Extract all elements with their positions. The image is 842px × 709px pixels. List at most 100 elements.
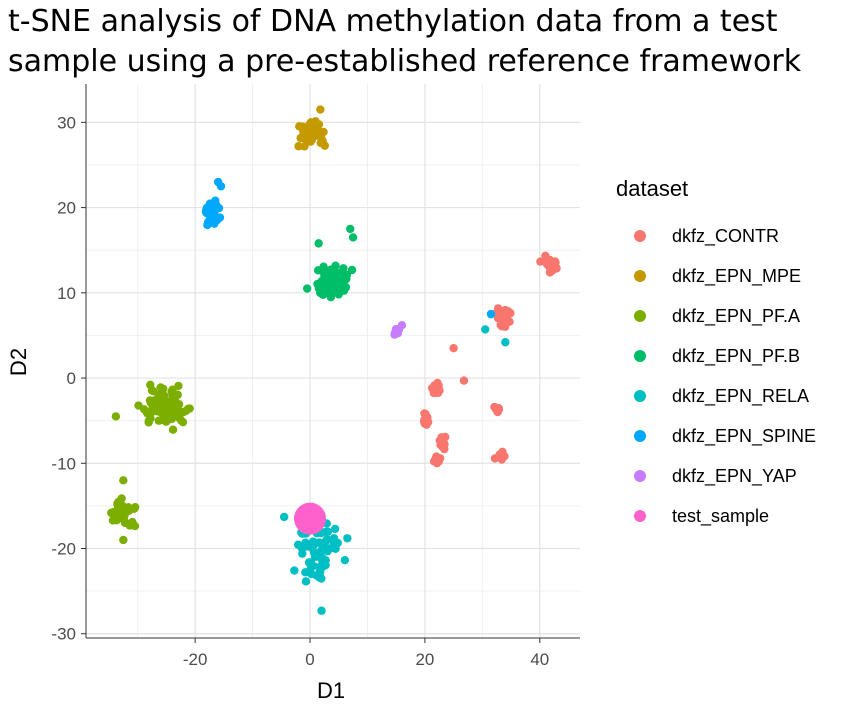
legend-key xyxy=(634,270,646,282)
data-point xyxy=(134,401,143,410)
legend-items: dkfz_CONTR dkfz_EPN_MPE dkfz_EPN_PF.A dkfz_… xyxy=(616,216,816,536)
legend-item-dkfz-contr: dkfz_CONTR xyxy=(616,216,816,256)
data-point xyxy=(501,338,510,347)
data-point xyxy=(449,344,458,353)
data-point xyxy=(320,141,330,150)
data-point xyxy=(318,290,328,299)
data-point xyxy=(339,286,349,295)
legend-item-dkfz-epn-rela: dkfz_EPN_RELA xyxy=(616,376,816,416)
data-point xyxy=(119,535,128,545)
data-point xyxy=(545,259,555,268)
legend-item-dkfz-epn-spine: dkfz_EPN_SPINE xyxy=(616,416,816,456)
data-point xyxy=(397,321,407,330)
data-point xyxy=(441,432,450,442)
data-point xyxy=(497,453,507,463)
data-point xyxy=(481,325,490,334)
data-point xyxy=(152,403,162,412)
y-tick-label: -20 xyxy=(51,540,76,559)
data-point xyxy=(319,262,328,271)
series-dkfz-epn-yap xyxy=(390,321,407,339)
legend-key xyxy=(634,310,646,322)
data-point xyxy=(206,211,215,220)
data-point xyxy=(295,122,304,131)
data-point xyxy=(149,386,158,396)
data-point xyxy=(216,182,226,191)
data-point xyxy=(314,239,323,248)
data-point xyxy=(154,416,163,425)
data-point xyxy=(161,410,171,420)
x-axis-title: D1 xyxy=(317,678,345,703)
data-point xyxy=(493,304,503,313)
data-point xyxy=(334,278,344,287)
data-point xyxy=(130,503,140,512)
legend-key xyxy=(634,430,646,442)
data-point xyxy=(279,512,289,522)
x-tick-label: 0 xyxy=(305,650,314,669)
data-point xyxy=(498,447,507,457)
y-tick-label: 20 xyxy=(57,199,76,218)
data-point xyxy=(308,537,318,546)
data-point xyxy=(168,425,178,434)
data-point xyxy=(321,536,331,545)
data-point xyxy=(316,105,325,114)
data-point xyxy=(306,568,315,577)
data-point xyxy=(290,566,299,575)
data-point xyxy=(496,320,505,330)
data-point xyxy=(179,407,188,417)
series-dkfz-contr xyxy=(419,251,561,468)
y-axis-title: D2 xyxy=(6,348,31,376)
data-point xyxy=(215,213,225,222)
x-tick-label: 40 xyxy=(530,650,549,669)
data-point xyxy=(459,376,469,385)
legend-key xyxy=(634,470,646,482)
data-point xyxy=(343,534,352,543)
data-point xyxy=(214,203,224,213)
data-point xyxy=(205,199,215,208)
data-point xyxy=(346,224,355,234)
data-point xyxy=(323,547,332,556)
y-tick-label: -10 xyxy=(51,454,76,473)
data-point xyxy=(301,577,311,586)
data-point xyxy=(536,257,545,266)
legend-label: dkfz_EPN_MPE xyxy=(672,265,802,286)
x-tick-label: -20 xyxy=(183,650,208,669)
legend-label: dkfz_EPN_YAP xyxy=(672,465,797,486)
data-point xyxy=(125,521,134,530)
series-dkfz-epn-pf-b xyxy=(302,224,358,302)
data-point xyxy=(486,309,496,319)
data-point xyxy=(331,544,340,553)
legend-item-dkfz-epn-mpe: dkfz_EPN_MPE xyxy=(616,256,816,296)
series-dkfz-epn-spine xyxy=(201,177,496,319)
legend-item-dkfz-epn-yap: dkfz_EPN_YAP xyxy=(616,456,816,496)
x-tick-label: 20 xyxy=(415,650,434,669)
y-tick-label: -30 xyxy=(51,625,76,644)
legend-label: dkfz_EPN_PF.A xyxy=(672,305,801,326)
data-point xyxy=(302,284,312,293)
data-point xyxy=(116,510,125,519)
series-dkfz-epn-mpe xyxy=(294,105,330,151)
data-point xyxy=(146,380,155,390)
data-point xyxy=(300,142,309,151)
legend-item-dkfz-epn-pf-a: dkfz_EPN_PF.A xyxy=(616,296,816,336)
data-point xyxy=(305,120,314,129)
legend-title: dataset xyxy=(616,176,689,201)
legend-item-test-sample: test_sample xyxy=(616,496,816,536)
data-point xyxy=(317,281,327,290)
legend-key xyxy=(634,230,646,242)
data-point xyxy=(169,406,178,415)
data-point xyxy=(117,494,126,503)
y-tick-label: 30 xyxy=(57,113,76,132)
data-points xyxy=(107,105,561,615)
series-dkfz-epn-rela xyxy=(279,325,510,615)
data-point xyxy=(294,142,303,151)
legend-item-dkfz-epn-pf-b: dkfz_EPN_PF.B xyxy=(616,336,816,376)
data-point xyxy=(115,502,125,511)
data-point xyxy=(340,555,350,565)
data-point xyxy=(146,398,156,408)
data-point xyxy=(317,606,326,615)
data-point xyxy=(493,407,502,417)
legend-key xyxy=(634,350,646,362)
data-point xyxy=(146,414,155,423)
y-tick-label: 0 xyxy=(67,369,76,388)
data-point xyxy=(159,391,169,400)
